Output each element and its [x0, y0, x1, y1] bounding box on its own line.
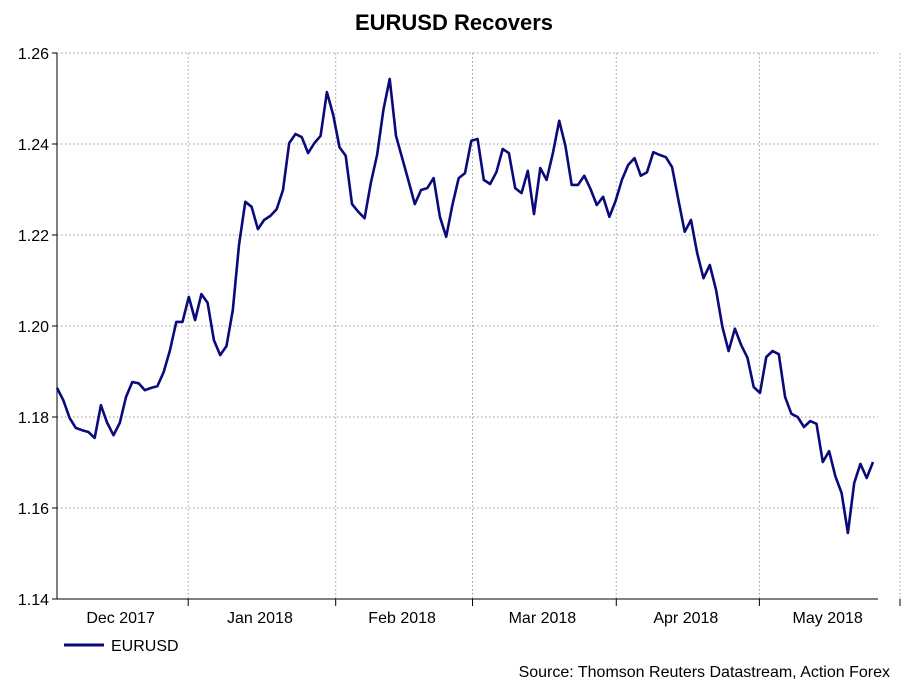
y-tick-label: 1.14 — [18, 592, 49, 609]
x-tick-label: May 2018 — [793, 610, 863, 627]
y-tick-label: 1.18 — [18, 410, 49, 427]
source-note: Source: Thomson Reuters Datastream, Acti… — [519, 664, 890, 681]
y-tick-label: 1.22 — [18, 228, 49, 245]
legend: EURUSD — [64, 638, 179, 655]
legend-label-eurusd: EURUSD — [111, 638, 179, 655]
grid — [57, 52, 901, 599]
y-tick-label: 1.26 — [18, 46, 49, 63]
x-tick-label: Apr 2018 — [653, 610, 718, 627]
x-tick-labels: Dec 2017 Jan 2018 Feb 2018 Mar 2018 Apr 2018… — [86, 610, 863, 627]
axes — [52, 52, 901, 606]
series-line-eurusd — [55, 77, 875, 535]
y-tick-label: 1.20 — [18, 319, 49, 336]
x-tick-label: Jan 2018 — [227, 610, 293, 627]
x-tick-label: Mar 2018 — [509, 610, 577, 627]
y-tick-label: 1.16 — [18, 501, 49, 518]
chart-title: EURUSD Recovers — [355, 10, 553, 35]
x-tick-label: Feb 2018 — [368, 610, 436, 627]
y-tick-labels: 1.14 1.16 1.18 1.20 1.22 1.24 1.26 — [18, 46, 49, 609]
x-tick-label: Dec 2017 — [86, 610, 155, 627]
y-tick-label: 1.24 — [18, 137, 49, 154]
